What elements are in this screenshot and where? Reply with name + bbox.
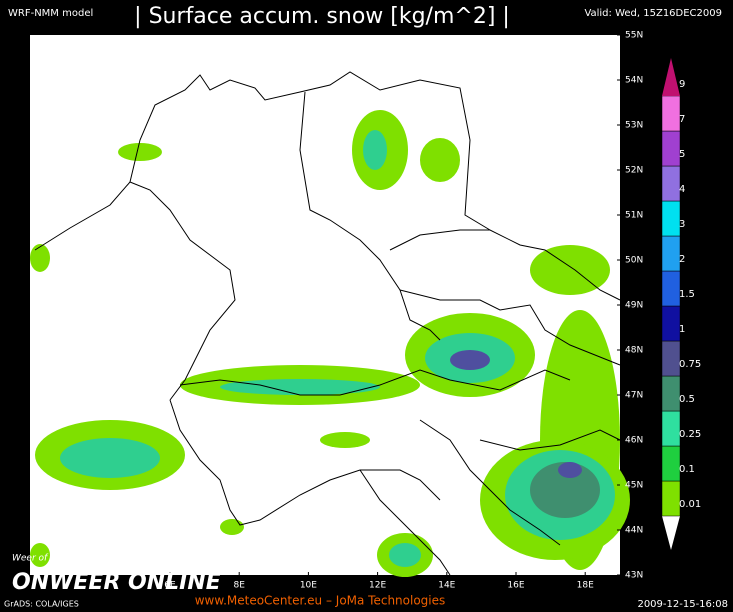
colorbar-end-high (662, 58, 680, 96)
lat-label: 45N (625, 481, 643, 491)
snow-areas (30, 110, 630, 577)
lat-label: 44N (625, 526, 643, 536)
model-name: WRF-NMM model (8, 8, 93, 19)
lat-label: 46N (625, 436, 643, 446)
colorbar-label: 0.5 (679, 394, 695, 405)
lon-label: 8E (233, 581, 245, 591)
lon-label: 6E (164, 581, 176, 591)
colorbar-segment (661, 375, 681, 412)
colorbar-segment (661, 445, 681, 482)
lat-label: 49N (625, 301, 643, 311)
colorbar-label: 3 (679, 219, 685, 230)
valid-time: Valid: Wed, 15Z16DEC2009 (584, 8, 722, 19)
lat-label: 51N (625, 211, 643, 221)
colorbar-label: 0.75 (679, 359, 701, 370)
lon-label: 18E (577, 581, 594, 591)
colorbar-segment (661, 305, 681, 342)
lon-label: 14E (438, 581, 455, 591)
lat-label: 52N (625, 166, 643, 176)
colorbar-segment (661, 165, 681, 202)
colorbar-end-low (662, 516, 680, 550)
colorbar-segment (661, 235, 681, 272)
lat-label: 50N (625, 256, 643, 266)
colorbar-label: 1 (679, 324, 685, 335)
colorbar-segment (661, 200, 681, 237)
lat-labels: 55N 54N 53N 52N 51N 50N 49N 48N 47N 46N 45N 44N 43N (617, 31, 643, 581)
colorbar-segment (661, 270, 681, 307)
colorbar-label: 2 (679, 254, 685, 265)
grads-credit: GrADS: COLA/IGES (4, 600, 79, 609)
map-title: | Surface accum. snow [kg/m^2] | (134, 4, 510, 29)
lat-label: 47N (625, 391, 643, 401)
lat-label: 55N (625, 31, 643, 41)
lon-label: 16E (507, 581, 524, 591)
logo: ONWEER ONLINE (12, 570, 221, 595)
colorbar-label: 9 (679, 79, 685, 90)
colorbar-segment (661, 410, 681, 447)
colorbar-label: 0.25 (679, 429, 701, 440)
slogan: Weer of geen weer, altijd actueel! (12, 554, 164, 564)
lat-label: 43N (625, 571, 643, 581)
site-credit: www.MeteoCenter.eu – JoMa Technologies (195, 594, 446, 608)
map (30, 35, 630, 577)
colorbar-segment (661, 95, 681, 132)
lat-label: 53N (625, 121, 643, 131)
colorbar-label: 5 (679, 149, 685, 160)
colorbar-label: 7 (679, 114, 685, 125)
lon-label: 10E (300, 581, 317, 591)
colorbar-segment (661, 340, 681, 377)
lon-label: 12E (369, 581, 386, 591)
borders (34, 71, 621, 576)
colorbar-label: 4 (679, 184, 685, 195)
colorbar-label: 0.1 (679, 464, 695, 475)
timestamp: 2009-12-15-16:08 (637, 599, 728, 610)
colorbar: 0.01 0.1 0.25 0.5 0.75 1 1.5 2 3 4 5 7 9 (661, 58, 701, 550)
lon-labels: 6E 8E 10E 12E 14E 16E 18E (164, 572, 594, 591)
colorbar-segment (661, 480, 681, 517)
colorbar-label: 1.5 (679, 289, 695, 300)
colorbar-label: 0.01 (679, 499, 701, 510)
colorbar-segment (661, 130, 681, 167)
lat-label: 54N (625, 76, 643, 86)
lat-label: 48N (625, 346, 643, 356)
